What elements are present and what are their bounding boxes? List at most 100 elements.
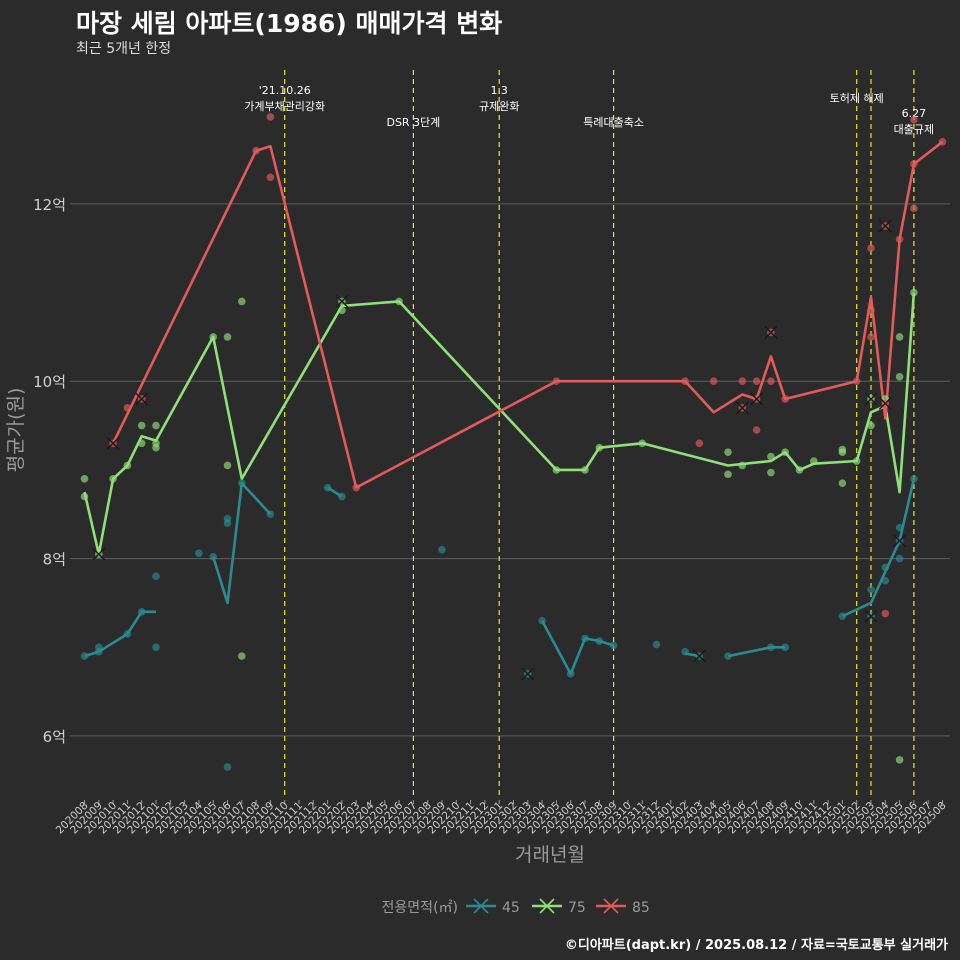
data-point-85 — [266, 113, 275, 121]
series-line-85 — [111, 140, 944, 489]
cross-stroke — [106, 436, 120, 450]
cross-stroke — [878, 219, 892, 233]
data-point-75 — [724, 470, 732, 479]
data-point-85 — [252, 146, 260, 155]
y-tick-label: 10억 — [33, 373, 66, 391]
legend-cross — [539, 898, 555, 914]
data-point-75 — [395, 297, 403, 306]
data-point-75 — [895, 333, 904, 341]
cross-marker-85 — [764, 325, 778, 339]
legend: 전용면적(㎡) 45 75 85 — [382, 898, 650, 916]
event-label: 특례대출축소 — [583, 116, 644, 129]
chart-subtitle: 최근 5개년 한정 — [76, 41, 172, 57]
data-point-85 — [867, 333, 875, 341]
data-point-45 — [609, 641, 618, 650]
series-line-45 — [540, 620, 614, 676]
event-label: DSR 3단계 — [386, 116, 440, 129]
cross-marker-85 — [878, 219, 892, 233]
data-point-75 — [838, 479, 847, 488]
series-line-45 — [727, 646, 786, 658]
data-point-75 — [767, 452, 775, 461]
data-point-45 — [881, 576, 890, 585]
data-point-45 — [209, 553, 217, 561]
data-point-45 — [781, 643, 789, 652]
cross-marker-45 — [893, 534, 907, 548]
data-point-75 — [910, 288, 918, 297]
cross-marker-85 — [106, 436, 120, 450]
data-point-45 — [910, 474, 918, 483]
data-point-85 — [738, 377, 747, 386]
cross-marker-85 — [735, 401, 749, 415]
data-point-75 — [109, 474, 117, 483]
data-point-45 — [895, 554, 904, 563]
cross-stroke — [135, 392, 149, 406]
series-line-45 — [841, 478, 916, 618]
legend-cross — [473, 898, 489, 914]
data-point-45 — [867, 585, 875, 594]
data-point-85 — [910, 115, 918, 124]
data-point-45 — [595, 637, 604, 645]
data-point-75 — [581, 466, 589, 474]
event-label: 6.27 대출규제 — [894, 107, 934, 136]
data-point-45 — [152, 643, 160, 652]
data-point-85 — [266, 173, 275, 182]
data-point-85 — [910, 204, 918, 213]
data-point-45 — [652, 640, 661, 649]
data-point-75 — [852, 457, 861, 465]
cross-stroke — [335, 294, 349, 308]
data-point-85 — [867, 244, 875, 253]
data-point-75 — [209, 333, 217, 341]
legend-label: 45 — [502, 900, 520, 916]
event-label: '21.10.26 가계부채관리강화 — [244, 84, 325, 113]
data-point-45 — [767, 643, 775, 652]
data-point-45 — [137, 607, 146, 616]
grid-layer — [70, 203, 950, 737]
data-point-45 — [838, 612, 847, 621]
data-point-75 — [595, 443, 604, 452]
y-tick-label: 8억 — [43, 551, 66, 569]
data-point-85 — [881, 609, 890, 618]
x-axis-title: 거래년월 — [515, 844, 585, 866]
data-point-75 — [223, 461, 232, 470]
cross-marker-45 — [864, 609, 878, 623]
series-points — [80, 113, 947, 771]
data-point-75 — [223, 333, 232, 341]
data-point-45 — [95, 643, 103, 652]
data-point-75 — [810, 457, 818, 465]
data-point-85 — [123, 404, 132, 412]
cross-marker-85 — [135, 392, 149, 406]
data-point-75 — [724, 448, 732, 456]
data-point-75 — [123, 461, 132, 470]
data-point-75 — [137, 421, 146, 430]
data-point-85 — [781, 395, 789, 403]
event-label: 토허제 해제 — [830, 91, 884, 105]
data-point-45 — [223, 519, 232, 527]
data-point-85 — [867, 306, 875, 315]
legend-cross — [603, 898, 619, 914]
legend-item-85: 85 — [596, 898, 650, 916]
axes-layer: 6억8억10억12억202008202009202010202011202012… — [5, 196, 949, 866]
cross-marker-75 — [335, 294, 349, 308]
data-point-45 — [123, 630, 132, 638]
cross-stroke — [878, 396, 892, 410]
data-point-75 — [152, 443, 160, 452]
legend-label: 85 — [632, 900, 650, 916]
data-point-45 — [195, 549, 203, 558]
data-point-45 — [438, 545, 446, 554]
y-tick-label: 12억 — [33, 196, 66, 214]
data-point-85 — [681, 377, 689, 386]
data-point-85 — [752, 426, 761, 434]
data-point-45 — [681, 647, 689, 656]
data-point-45 — [895, 523, 904, 532]
cross-stroke — [735, 401, 749, 415]
legend-item-75: 75 — [532, 898, 586, 916]
legend-item-45: 45 — [466, 898, 520, 916]
data-point-45 — [152, 572, 160, 581]
data-point-75 — [338, 306, 346, 315]
data-point-85 — [852, 377, 861, 386]
cross-marker-85 — [750, 392, 764, 406]
cross-stroke — [864, 609, 878, 623]
